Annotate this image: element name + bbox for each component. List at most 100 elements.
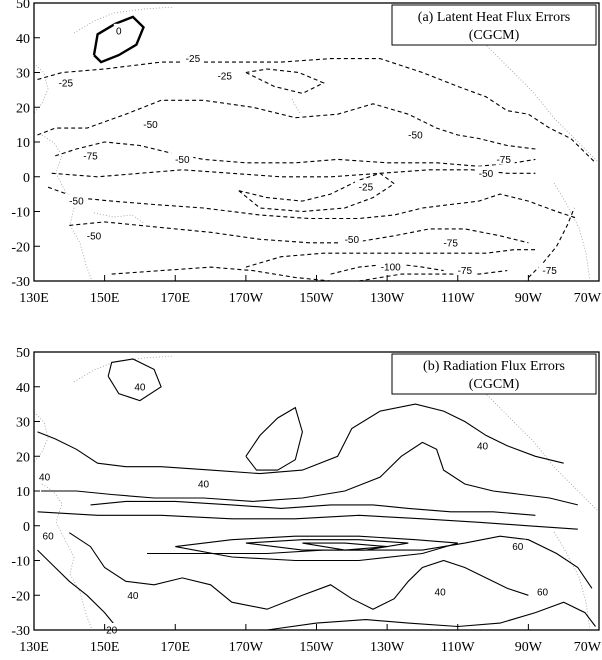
coastline-australia-a (41, 134, 93, 282)
contour-line-a-9 (245, 249, 536, 268)
y-tick-label-a-0: 50 (16, 0, 30, 12)
contour-line-a-3 (37, 99, 536, 150)
contour-label-bg-a-17 (538, 263, 561, 276)
y-tick-label-a-2: 30 (16, 67, 30, 82)
contour-line-a-1 (37, 58, 596, 164)
title-box-bg-a (391, 4, 597, 46)
panel-a-title: (a) Latent Heat Flux Errors (418, 10, 570, 25)
title-box-b: (b) Radiation Flux Errors (CGCM) (391, 353, 597, 395)
y-tick-label-b-1: 40 (16, 381, 30, 396)
x-tick-label-a-0: 130E (19, 291, 49, 306)
contour-label-b-3: 40 (198, 480, 210, 491)
contour-label-bg-a-13 (340, 232, 363, 245)
contour-label-bg-a-9 (475, 166, 497, 179)
coastline-japan-a (73, 6, 175, 34)
coastlines-b (33, 355, 600, 631)
contour-label-bg-b-2 (36, 470, 53, 483)
contour-label-bg-b-9 (103, 623, 120, 635)
contour-label-bg-b-4 (40, 529, 57, 542)
contour-label-bg-b-8 (534, 584, 551, 597)
coastline-australia-b (41, 483, 93, 631)
panel-b: 40 40 40 40 60 60 40 40 60 20 50 40 30 20 10 0 -10 -20 -3… (11, 346, 601, 655)
coastline-southamerica-b (553, 531, 591, 631)
contour-line-b-9 (245, 539, 409, 551)
contour-line-b-12 (267, 601, 596, 631)
y-axis-a: 50 40 30 20 10 0 -10 -20 -30 (11, 0, 40, 290)
y-tick-label-b-0: 50 (16, 346, 30, 361)
contour-line-b-8 (175, 535, 458, 562)
x-tick-label-a-3: 170W (229, 291, 264, 306)
y-tick-label-b-3: 20 (16, 450, 30, 465)
contour-label-bg-a-3 (54, 75, 77, 88)
y-tick-label-b-6: -10 (11, 555, 30, 570)
contour-label-bg-a-4 (139, 117, 162, 130)
contour-label-bg-b-1 (474, 438, 491, 451)
contour-label-b-7: 40 (435, 587, 447, 598)
contour-labels-a: 0-25-25-25-50-50-75 -50 -75-50-25-50-50 -50… (54, 23, 561, 277)
contour-label-a-12: -50 (87, 231, 102, 242)
contour-line-b-2 (245, 406, 303, 471)
contour-label-bg-b-5 (509, 539, 526, 552)
x-tick-label-a-4: 150W (299, 291, 334, 306)
contour-label-a-6: -75 (83, 151, 98, 162)
contour-label-bg-a-11 (65, 194, 88, 207)
contour-line-a-2 (245, 68, 325, 94)
contour-line-b-6 (37, 549, 120, 631)
x-tick-label-b-6: 110W (441, 640, 475, 655)
title-box-bg-b (391, 353, 597, 395)
contour-label-a-15: -100 (381, 263, 401, 274)
coastline-southamerica-a (553, 182, 591, 282)
panel-a-subtitle: (CGCM) (469, 28, 520, 43)
contour-label-bg-a-14 (439, 235, 462, 248)
y-tick-label-a-7: -20 (11, 240, 30, 255)
contour-label-b-4: 60 (43, 532, 55, 543)
contour-label-bg-a-0 (113, 23, 124, 36)
contour-label-bg-a-7 (171, 152, 194, 165)
x-tick-label-b-4: 150W (299, 640, 334, 655)
contour-label-bg-a-15 (376, 260, 405, 273)
contour-line-b-3 (41, 441, 578, 506)
x-tick-label-a-8: 70W (574, 291, 602, 306)
contour-label-a-8: -75 (496, 155, 511, 166)
contour-label-a-10: -25 (359, 183, 374, 194)
coastline-americas-a (443, 12, 600, 164)
contour-labels-b: 40 40 40 40 60 60 40 40 60 20 (36, 379, 551, 637)
title-box-a: (a) Latent Heat Flux Errors (CGCM) (391, 4, 597, 46)
contour-line-b-10 (302, 542, 388, 551)
x-tick-label-b-1: 150E (90, 640, 120, 655)
coastline-asia-a (33, 62, 49, 114)
contour-label-bg-a-6 (79, 148, 102, 161)
contour-label-bg-a-5 (404, 128, 427, 140)
contour-line-a-6 (238, 172, 396, 213)
y-tick-label-a-4: 10 (16, 136, 30, 151)
y-tick-label-b-5: 0 (23, 520, 30, 535)
panel-b-title: (b) Radiation Flux Errors (423, 359, 565, 374)
y-tick-label-b-4: 10 (16, 485, 30, 500)
coastline-asia-b (33, 411, 49, 463)
y-tick-label-a-8: -30 (11, 275, 30, 290)
x-tick-label-b-0: 130E (19, 640, 49, 655)
contour-line-b-4 (90, 500, 536, 516)
contour-label-b-8: 60 (537, 587, 549, 598)
x-tick-label-a-7: 90W (515, 291, 543, 306)
y-tick-label-b-2: 30 (16, 416, 30, 431)
contour-label-bg-a-2 (213, 69, 236, 81)
contour-label-a-4: -50 (143, 120, 158, 131)
x-tick-label-b-5: 130W (370, 640, 405, 655)
x-axis-a: 130E 150E 170E 170W 150W 130W 110W 90W 70W (19, 275, 602, 306)
contour-label-a-7: -50 (175, 155, 190, 166)
x-tick-label-a-1: 150E (90, 291, 120, 306)
contour-label-b-5: 60 (512, 542, 524, 553)
contour-label-bg-b-6 (124, 588, 141, 601)
contour-line-a-13 (111, 266, 331, 282)
x-axis-b: 130E 150E 170E 170W 150W 130W 110W 90W 70W (19, 624, 602, 655)
panel-b-subtitle: (CGCM) (469, 377, 520, 392)
contour-label-a-14: -75 (443, 238, 458, 249)
y-tick-label-a-6: -10 (11, 206, 30, 221)
contour-label-a-0: 0 (116, 26, 122, 37)
contour-label-bg-a-16 (453, 263, 476, 276)
contour-label-a-13: -50 (345, 235, 360, 246)
contour-label-bg-b-7 (432, 584, 449, 597)
contour-label-b-0: 40 (134, 382, 146, 393)
